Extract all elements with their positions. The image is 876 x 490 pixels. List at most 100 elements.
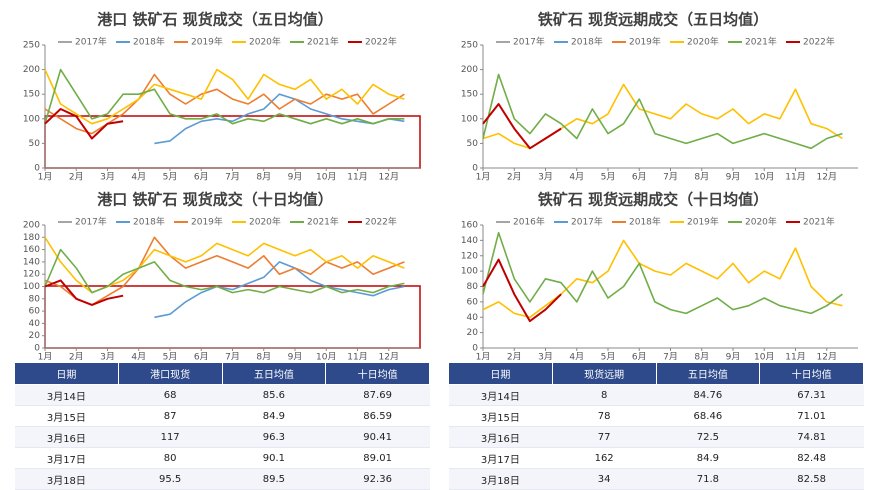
x-tick-label: 12月	[379, 172, 399, 183]
x-tick-label: 3月	[100, 172, 115, 183]
series-line	[154, 261, 405, 319]
y-tick-label: 0	[34, 344, 40, 354]
y-tick-label: 160	[461, 221, 478, 231]
y-tick-label: 0	[472, 164, 478, 174]
cell: 71.8	[656, 468, 760, 490]
y-tick-label: 0	[34, 164, 40, 174]
legend-label: 2021年	[803, 216, 835, 228]
chart-title: 铁矿石 现货远期成交（十日均值）	[538, 191, 768, 209]
y-tick-label: 160	[23, 245, 40, 255]
series-line	[482, 83, 843, 150]
legend-label: 2020年	[249, 36, 281, 48]
legend-label: 2020年	[745, 216, 777, 228]
row: 3月14日 8 84.76 67.31	[448, 384, 864, 406]
cell: 96.3	[222, 426, 326, 448]
cell: 34	[552, 468, 656, 490]
series-line	[482, 103, 562, 150]
x-tick-label: 3月	[538, 352, 553, 361]
cell: 89.01	[325, 447, 430, 469]
cell: 71.01	[759, 405, 864, 427]
cell: 3月15日	[14, 405, 119, 427]
y-tick-label: 80	[29, 294, 41, 304]
cell: 8	[552, 384, 656, 406]
x-tick-label: 7月	[663, 172, 678, 183]
legend-label: 2017年	[513, 36, 545, 48]
x-tick-label: 5月	[163, 352, 178, 361]
x-tick-label: 1月	[476, 172, 491, 183]
y-tick-label: 100	[461, 267, 478, 277]
x-tick-label: 2月	[69, 172, 84, 183]
y-tick-label: 40	[29, 319, 41, 329]
x-tick-label: 6月	[194, 172, 209, 183]
cell: 78	[552, 405, 656, 427]
header-cell: 五日均值	[655, 362, 761, 385]
cell: 84.76	[656, 384, 760, 406]
series-line	[44, 248, 405, 294]
cell: 87.69	[325, 384, 430, 406]
x-tick-label: 3月	[538, 172, 553, 183]
cell: 82.58	[759, 468, 864, 490]
legend-label: 2018年	[571, 36, 603, 48]
x-tick-label: 7月	[225, 352, 240, 361]
y-tick-label: 50	[467, 139, 479, 149]
x-tick-label: 7月	[225, 172, 240, 183]
chart-title: 铁矿石 现货远期成交（五日均值）	[538, 11, 768, 29]
x-tick-label: 11月	[785, 352, 805, 361]
series-line	[44, 108, 124, 140]
legend-label: 2017年	[75, 36, 107, 48]
y-tick-label: 140	[461, 236, 478, 246]
y-tick-label: 20	[467, 328, 479, 338]
chart-title: 港口 铁矿石 现货成交（五日均值）	[97, 11, 332, 29]
y-tick-label: 80	[467, 282, 479, 292]
cell: 117	[118, 426, 222, 448]
cell: 68	[118, 384, 222, 406]
cell: 67.31	[759, 384, 864, 406]
header-row: 日期 港口现货 五日均值 十日均值	[14, 362, 430, 385]
x-tick-label: 4月	[569, 352, 584, 361]
x-tick-label: 4月	[131, 172, 146, 183]
cell: 92.36	[325, 468, 430, 490]
x-tick-label: 10月	[316, 172, 336, 183]
y-tick-label: 100	[461, 114, 478, 124]
cell: 3月17日	[448, 447, 553, 469]
y-tick-label: 0	[472, 344, 478, 354]
y-tick-label: 60	[467, 297, 479, 307]
highlight-box	[44, 285, 421, 349]
row: 3月15日 87 84.9 86.59	[14, 405, 430, 427]
row: 3月17日 80 90.1 89.01	[14, 447, 430, 469]
header-cell: 五日均值	[221, 362, 327, 385]
cell: 162	[552, 447, 656, 469]
chart-title: 港口 铁矿石 现货成交（十日均值）	[97, 191, 332, 209]
x-tick-label: 1月	[38, 172, 53, 183]
header-cell: 十日均值	[325, 362, 430, 385]
x-tick-label: 9月	[726, 172, 741, 183]
y-tick-label: 60	[29, 307, 41, 317]
series-line	[154, 93, 405, 145]
series-line	[482, 73, 843, 150]
table: 日期 港口现货 五日均值 十日均值 3月14日 68 85.6 87.69 3月15日 87 84.…	[14, 362, 430, 490]
x-tick-label: 10月	[316, 352, 336, 361]
series-line	[482, 231, 843, 315]
x-tick-label: 12月	[379, 352, 399, 361]
x-tick-label: 5月	[601, 172, 616, 183]
cell: 80	[118, 447, 222, 469]
x-tick-label: 8月	[256, 172, 271, 183]
cell: 3月14日	[448, 384, 553, 406]
legend-label: 2018年	[629, 216, 661, 228]
cell: 86.59	[325, 405, 430, 427]
header-cell: 日期	[14, 362, 119, 385]
x-tick-label: 4月	[131, 352, 146, 361]
y-tick-label: 140	[23, 257, 40, 267]
row: 3月16日 117 96.3 90.41	[14, 426, 430, 448]
y-tick-label: 100	[23, 282, 40, 292]
series-line	[44, 236, 405, 306]
x-tick-label: 10月	[754, 172, 774, 183]
x-tick-label: 12月	[817, 172, 837, 183]
legend-label: 2019年	[191, 36, 223, 48]
cell: 3月15日	[448, 405, 553, 427]
cell: 3月16日	[14, 426, 119, 448]
cell: 95.5	[118, 468, 222, 490]
x-tick-label: 2月	[69, 352, 84, 361]
x-tick-label: 12月	[817, 352, 837, 361]
row: 3月18日 34 71.8 82.58	[448, 468, 864, 490]
